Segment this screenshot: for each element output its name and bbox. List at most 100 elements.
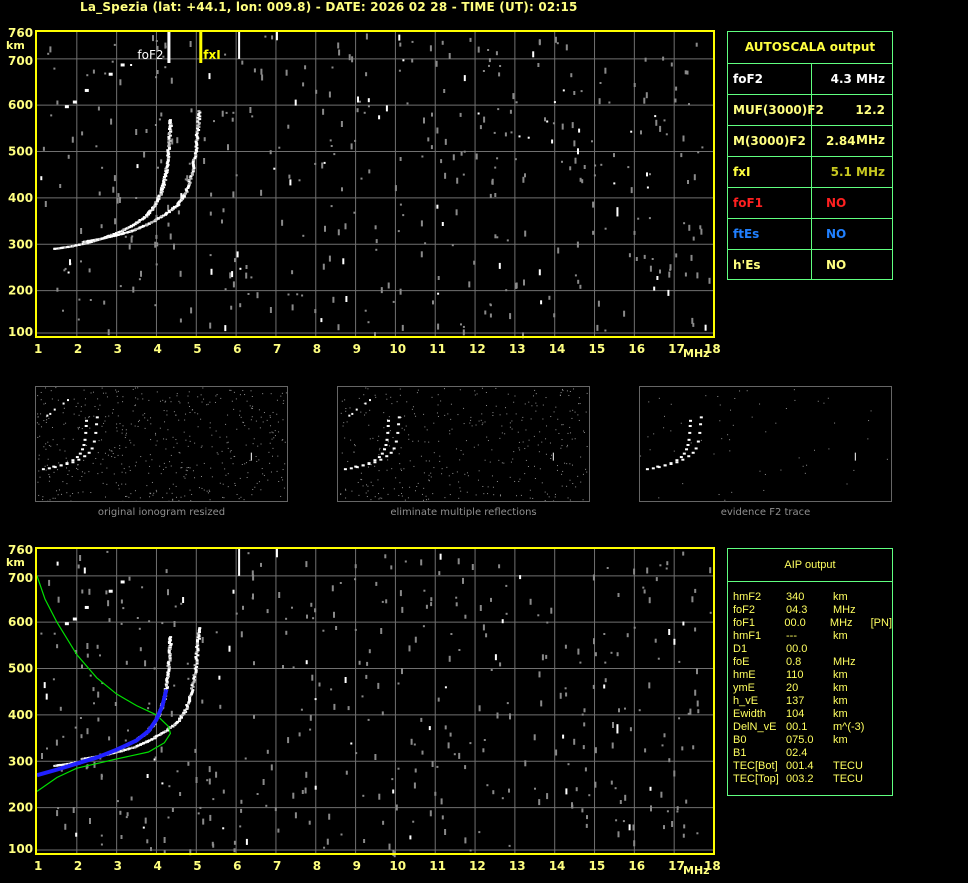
aip-cell: km [833,695,848,707]
y-tick-label: 300 [8,754,33,768]
noise-dot [473,446,475,448]
trace-point [75,456,79,459]
noise-dot [210,192,213,197]
noise-dot [399,482,401,484]
noise-dot [441,468,443,470]
noise-dot [269,150,272,155]
noise-dot [239,414,241,416]
o-trace-point [166,674,170,677]
noise-dot [161,622,164,625]
o-trace-point [168,659,172,662]
noise-dot [663,427,665,429]
noise-dot [667,289,670,296]
noise-dot [338,49,341,56]
noise-dot [145,460,147,462]
marker-line-fxI [199,31,203,63]
y-tick-label: 700 [8,571,33,585]
noise-dot [104,420,106,422]
noise-dot [578,403,580,405]
x-trace-point [189,177,193,180]
noise-dot [522,416,524,418]
trace-point [65,463,69,465]
aip-cell: m^(-3) [833,721,865,733]
noise-dot [120,835,123,839]
x-trace-point [196,647,200,650]
noise-dot [696,832,699,835]
noise-dot [401,487,403,489]
noise-dot [162,399,164,401]
noise-dot [202,387,204,389]
noise-dot [230,450,232,452]
noise-dot [129,469,131,471]
noise-dot [150,423,152,425]
noise-dot [165,400,167,402]
noise-dot [463,150,466,153]
noise-dot [354,444,356,446]
x-trace-point [191,682,195,685]
y-tick-label: 760 [8,26,33,40]
noise-dot [644,57,647,62]
noise-dot [506,702,509,705]
noise-dot [696,668,698,675]
noise-dot [478,831,481,834]
noise-dot [105,392,107,394]
noise-dot [414,768,417,773]
noise-dot [131,235,134,238]
o-trace-point [167,147,171,150]
x-trace-point [195,142,199,145]
noise-dot [45,469,47,471]
noise-dot [367,321,370,324]
x-trace-point [156,217,160,220]
noise-dot [391,403,393,405]
noise-dot [141,393,143,395]
o-trace-point [66,762,70,765]
noise-dot [117,402,119,404]
noise-dot [676,806,679,811]
noise-dot [40,176,43,181]
noise-dot [432,493,434,495]
noise-dot [643,589,646,594]
noise-dot [201,487,203,489]
noise-dot [315,89,318,94]
noise-dot [365,412,367,414]
noise-dot [251,494,253,496]
noise-dot [243,499,245,501]
noise-dot [146,485,148,487]
o-trace-point [164,179,168,181]
aip-cell: hmF1 [733,630,762,642]
o-trace-point [167,141,171,144]
autoscala-row: fxI 5.1 MHz [728,157,892,188]
noise-dot [292,666,295,669]
autoscala-title: AUTOSCALA output [728,32,892,64]
noise-dot [613,182,616,185]
x-trace-point [171,724,175,727]
noise-dot [114,218,117,225]
noise-dot [342,258,345,265]
noise-dot [274,435,276,437]
noise-dot [216,452,218,454]
noise-dot [345,488,347,490]
noise-dot [188,466,190,468]
noise-dot [261,468,263,470]
noise-dot [406,102,409,105]
noise-dot [650,805,652,812]
noise-dot [559,395,561,397]
noise-dot [340,412,342,414]
noise-dot [140,270,142,277]
multi-hop-point [364,402,367,405]
noise-dot [112,409,114,411]
noise-dot [846,483,848,485]
noise-dot [469,422,471,424]
noise-dot [487,493,489,495]
x-tick-label: 13 [509,342,526,356]
thumbnail-label: eliminate multiple reflections [390,507,537,518]
noise-dot [447,742,450,749]
noise-dot [97,106,100,111]
noise-dot [482,485,484,487]
noise-dot [274,430,276,432]
noise-dot [210,268,213,275]
noise-dot [72,807,75,813]
noise-dot [345,489,347,491]
x-trace-point [150,221,154,224]
x-trace-point [188,698,192,701]
